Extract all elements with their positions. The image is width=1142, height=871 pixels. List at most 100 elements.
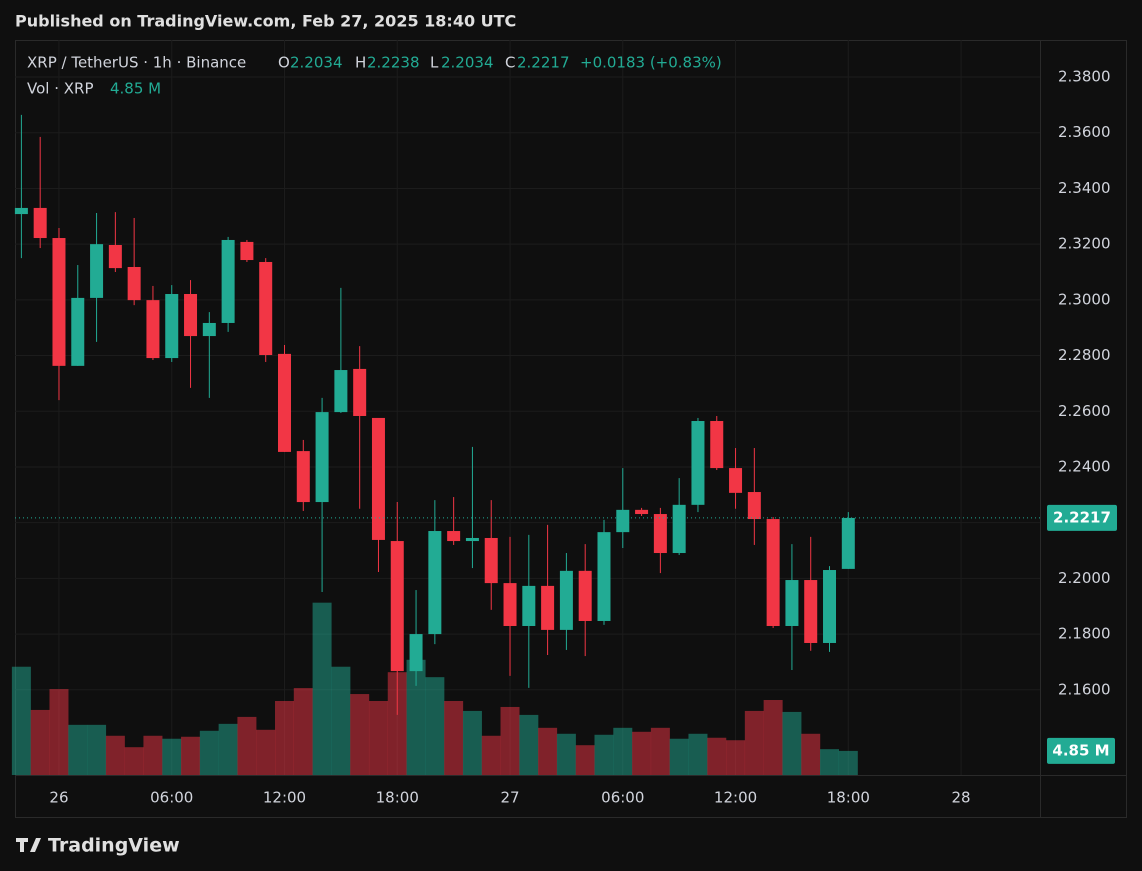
x-tick-label: 12:00 bbox=[714, 789, 757, 807]
volume-bar bbox=[462, 710, 482, 775]
candle-body bbox=[841, 517, 855, 569]
volume-bar bbox=[274, 701, 294, 775]
y-tick-label: 2.3000 bbox=[1058, 290, 1111, 308]
volume-bar bbox=[538, 727, 558, 775]
volume-bar bbox=[613, 727, 633, 775]
volume-bar bbox=[444, 701, 464, 775]
label-layer: XRP / TetherUS · 1h · Binance O 2.2034 H… bbox=[27, 54, 1117, 807]
volume-bar bbox=[124, 747, 144, 775]
candle-body bbox=[390, 541, 404, 672]
candle-body bbox=[597, 532, 611, 621]
volume-bar bbox=[519, 714, 539, 775]
candle-body bbox=[823, 570, 837, 643]
volume-bar bbox=[49, 689, 69, 775]
candle-body bbox=[578, 570, 592, 621]
volume-bar bbox=[256, 729, 276, 775]
x-tick-label: 18:00 bbox=[827, 789, 870, 807]
volume-bar bbox=[162, 738, 182, 775]
candle-body bbox=[71, 297, 85, 366]
legend-low: 2.2034 bbox=[441, 54, 494, 72]
legend-l: L bbox=[430, 54, 439, 72]
volume-bar bbox=[143, 735, 163, 775]
candle-body bbox=[277, 353, 291, 452]
volume-bar bbox=[744, 710, 764, 775]
legend-h: H bbox=[355, 54, 366, 72]
legend-o: O bbox=[278, 54, 290, 72]
candle-body bbox=[635, 509, 649, 515]
candle-body bbox=[409, 634, 423, 672]
volume-bar bbox=[763, 700, 783, 775]
x-tick-label: 06:00 bbox=[150, 789, 193, 807]
volume-bar bbox=[481, 735, 501, 775]
volume-bar bbox=[11, 666, 31, 775]
volume-bar bbox=[68, 724, 88, 775]
y-tick-label: 2.1800 bbox=[1058, 625, 1111, 643]
volume-bar bbox=[820, 749, 840, 775]
volume-bar bbox=[425, 677, 445, 775]
candle-body bbox=[334, 370, 348, 413]
legend-symbol: XRP / TetherUS · 1h · Binance bbox=[27, 54, 246, 72]
candle-body bbox=[371, 417, 385, 540]
volume-bar bbox=[500, 706, 520, 775]
volume-bar bbox=[594, 734, 614, 775]
candle-body bbox=[729, 468, 743, 493]
candle-body bbox=[541, 585, 555, 630]
volume-bar bbox=[30, 709, 50, 775]
volume-bar bbox=[669, 738, 689, 775]
candle-body bbox=[52, 238, 66, 366]
legend-high: 2.2238 bbox=[367, 54, 420, 72]
candle-body bbox=[240, 241, 254, 261]
y-tick-label: 2.3800 bbox=[1058, 68, 1111, 86]
y-tick-label: 2.2000 bbox=[1058, 569, 1111, 587]
brand-name: TradingView bbox=[48, 835, 180, 857]
candle-body bbox=[353, 368, 367, 416]
volume-bar bbox=[331, 666, 351, 775]
volume-bar bbox=[237, 716, 257, 775]
volume-bar bbox=[105, 735, 125, 775]
volume-bar bbox=[350, 694, 370, 775]
volume-bar bbox=[782, 711, 802, 775]
last-price-label: 2.2217 bbox=[1053, 508, 1111, 526]
last-volume-box bbox=[1047, 737, 1115, 764]
volume-bar bbox=[707, 737, 727, 775]
volume-bar bbox=[650, 727, 670, 775]
legend-change: +0.0183 (+0.83%) bbox=[580, 54, 722, 72]
brand: TradingView bbox=[16, 835, 180, 857]
candle-body bbox=[184, 294, 198, 337]
candle-body bbox=[484, 537, 498, 584]
candle-body bbox=[259, 261, 273, 355]
legend-open: 2.2034 bbox=[290, 54, 343, 72]
volume-bar bbox=[838, 750, 858, 775]
candle-body bbox=[296, 451, 310, 503]
candle-body bbox=[691, 421, 705, 505]
volume-bar bbox=[688, 733, 708, 775]
volume-bar bbox=[218, 723, 238, 775]
legend-c: C bbox=[505, 54, 515, 72]
volume-bar bbox=[726, 740, 746, 775]
chart-title: Published on TradingView.com, Feb 27, 20… bbox=[15, 12, 516, 31]
x-tick-label: 12:00 bbox=[263, 789, 306, 807]
volume-bar bbox=[293, 688, 313, 775]
volume-title: Vol · XRP bbox=[27, 80, 94, 98]
volume-bar bbox=[632, 731, 652, 775]
x-tick-label: 27 bbox=[500, 789, 519, 807]
candle-body bbox=[747, 492, 761, 520]
y-tick-label: 2.1600 bbox=[1058, 680, 1111, 698]
candle-body bbox=[804, 580, 818, 643]
last-price-box bbox=[1047, 504, 1117, 531]
volume-bar bbox=[801, 733, 821, 775]
candle-body bbox=[127, 266, 141, 301]
x-tick-label: 06:00 bbox=[601, 789, 644, 807]
candle-layer bbox=[14, 114, 1040, 715]
candle-body bbox=[616, 509, 630, 533]
volume-bar bbox=[87, 724, 107, 775]
volume-bar bbox=[575, 745, 595, 775]
candle-body bbox=[785, 580, 799, 626]
y-tick-label: 2.3400 bbox=[1058, 179, 1111, 197]
candle-body bbox=[221, 239, 235, 323]
x-tick-label: 28 bbox=[952, 789, 971, 807]
brand-logo bbox=[16, 838, 41, 852]
volume-bar bbox=[312, 602, 332, 775]
frame bbox=[15, 40, 1127, 818]
